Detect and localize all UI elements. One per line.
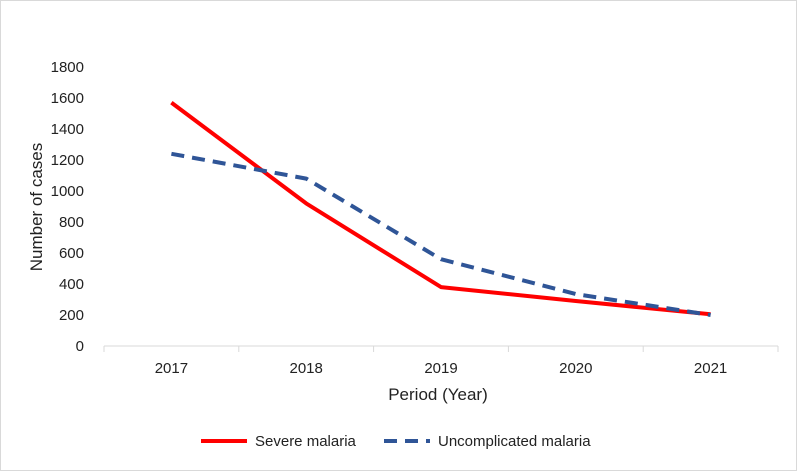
x-tick-label: 2019 — [424, 360, 457, 377]
legend-label: Uncomplicated malaria — [438, 433, 591, 450]
x-tick-label: 2018 — [290, 360, 323, 377]
y-tick-label: 600 — [59, 245, 84, 262]
y-tick-label: 800 — [59, 214, 84, 231]
x-tick-label: 2020 — [559, 360, 592, 377]
series-lines — [170, 101, 711, 317]
y-tick-label: 1000 — [51, 183, 84, 200]
y-tick-label: 200 — [59, 307, 84, 324]
y-axis-title: Number of cases — [27, 143, 46, 272]
x-axis-title: Period (Year) — [388, 385, 488, 404]
series-line-severe-malaria — [170, 101, 711, 317]
y-tick-label: 1800 — [51, 59, 84, 76]
x-tick-label: 2017 — [155, 360, 188, 377]
y-tick-label: 400 — [59, 276, 84, 293]
y-tick-label: 1200 — [51, 152, 84, 169]
y-tick-label: 1600 — [51, 90, 84, 107]
x-tick-label: 2021 — [694, 360, 727, 377]
legend: Severe malaria Uncomplicated malaria — [201, 433, 591, 450]
series-line-uncomplicated-malaria — [171, 151, 711, 317]
y-tick-label: 0 — [76, 338, 84, 355]
y-tick-label: 1400 — [51, 121, 84, 138]
x-axis-ticks: 2017 2018 2019 2020 2021 — [103, 346, 779, 377]
y-axis-ticks: 0 200 400 600 800 1000 1200 1400 1600 1800 — [51, 59, 84, 355]
legend-label: Severe malaria — [255, 433, 357, 450]
